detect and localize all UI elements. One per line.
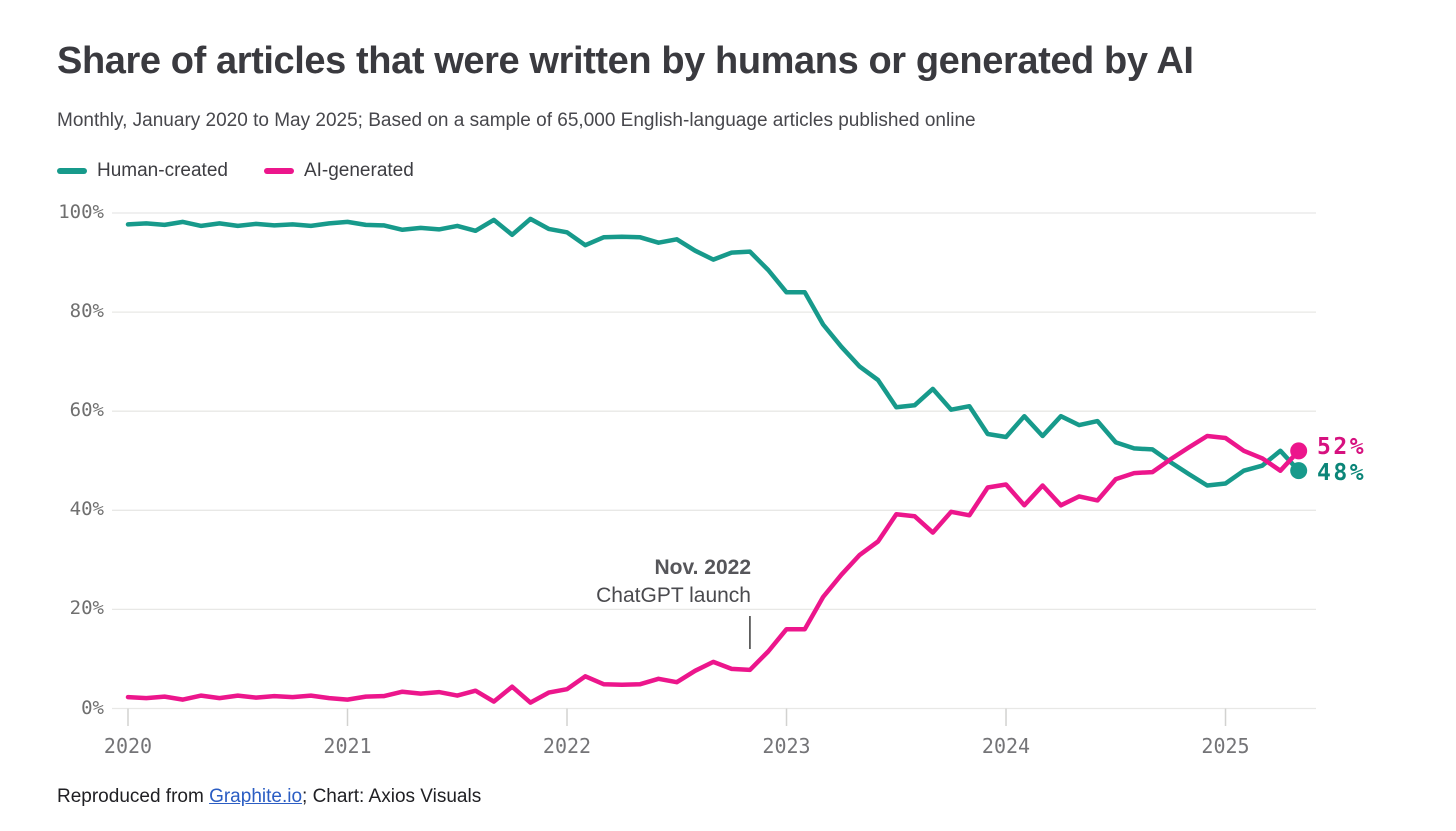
ai-generated-swatch-icon	[263, 168, 294, 174]
human-created-swatch-icon	[57, 168, 87, 174]
y-axis-tick-label: 20%	[69, 597, 104, 620]
end-value-label-ai: 52%	[1317, 434, 1367, 460]
y-axis-tick-label: 0%	[81, 696, 104, 719]
legend-item-ai-generated: AI-generated	[263, 160, 414, 182]
end-value-label-human: 48%	[1317, 460, 1367, 486]
x-axis-tick-label: 2020	[103, 734, 153, 758]
chart-title: Share of articles that were written by h…	[57, 40, 1194, 82]
series-end-dot-human-created	[1290, 462, 1308, 480]
legend-label-ai-generated: AI-generated	[303, 160, 414, 181]
y-axis-tick-label: 40%	[69, 498, 104, 521]
series-end-dot-ai-generated	[1290, 442, 1308, 460]
y-axis-tick-label: 100%	[58, 201, 104, 223]
chatgpt-launch-annotation: Nov. 2022 ChatGPT launch	[596, 554, 751, 610]
x-axis-tick-label: 2024	[981, 734, 1031, 758]
x-axis-tick-label: 2021	[323, 734, 372, 758]
legend-label-human-created: Human-created	[97, 160, 228, 181]
series-line-human-created	[125, 216, 1301, 488]
x-axis-tick-label: 2022	[542, 734, 592, 758]
y-axis-tick-label: 80%	[69, 300, 104, 323]
chart-subtitle: Monthly, January 2020 to May 2025; Based…	[57, 110, 976, 131]
x-axis-tick-label: 2025	[1201, 734, 1250, 758]
annotation-text: ChatGPT launch	[596, 584, 751, 607]
source-suffix: ; Chart: Axios Visuals	[302, 786, 482, 807]
y-axis-tick-label: 60%	[69, 399, 104, 422]
legend: Human-created AI-generated	[57, 160, 414, 182]
legend-item-human-created: Human-created	[57, 160, 228, 182]
source-note: Reproduced from Graphite.io; Chart: Axio…	[57, 786, 481, 808]
graphite-link[interactable]: Graphite.io	[209, 786, 303, 807]
annotation-date: Nov. 2022	[654, 556, 752, 579]
x-axis-tick-label: 2023	[762, 734, 811, 758]
source-prefix: Reproduced from	[57, 786, 210, 807]
